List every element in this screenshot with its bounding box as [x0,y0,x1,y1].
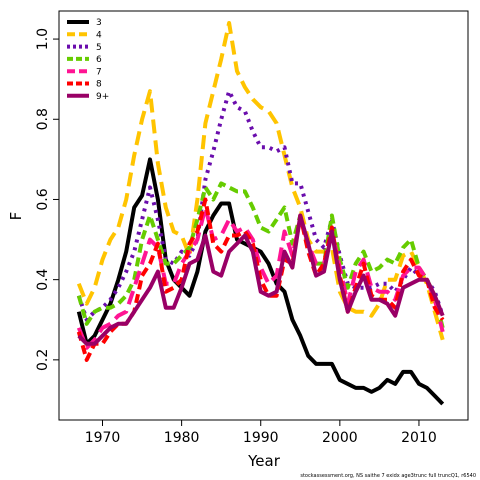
legend-label: 6 [96,55,102,65]
series-line-6 [76,181,445,329]
legend-label: 7 [96,67,102,77]
series-line-9plus [77,213,445,346]
legend-label: 9+ [96,92,109,102]
x-tick-label: 1990 [243,430,279,446]
x-axis-title: Year [247,452,281,470]
footnote: stockassessment.org, NS saithe 7 exidx a… [300,473,476,479]
plot-frame [58,10,469,421]
y-axis-title: F [7,212,25,221]
legend-label: 4 [96,31,102,41]
x-tick-label: 1970 [85,430,121,446]
legend-label: 8 [96,80,102,90]
x-tick-label: 2000 [322,430,358,446]
series-line-4 [76,21,445,341]
y-tick-label: 0.2 [35,349,51,371]
series-line-3 [76,157,445,406]
x-tick-label: 1980 [164,430,200,446]
legend-label: 5 [96,43,102,53]
y-tick-label: 0.6 [35,188,51,210]
y-tick-label: 0.4 [35,268,51,290]
x-tick-label: 2010 [401,430,437,446]
series-layer [76,21,445,406]
y-tick-label: 0.8 [35,108,51,130]
legend-label: 3 [96,18,102,28]
legend: 3 4 5 6 7 8 9+ [67,18,109,102]
y-axis: 0.2 0.4 0.6 0.8 1.0 [35,28,59,371]
series-line-7 [76,205,445,350]
x-axis: 1970 1980 1990 2000 2010 [85,420,437,446]
y-tick-label: 1.0 [35,28,51,50]
